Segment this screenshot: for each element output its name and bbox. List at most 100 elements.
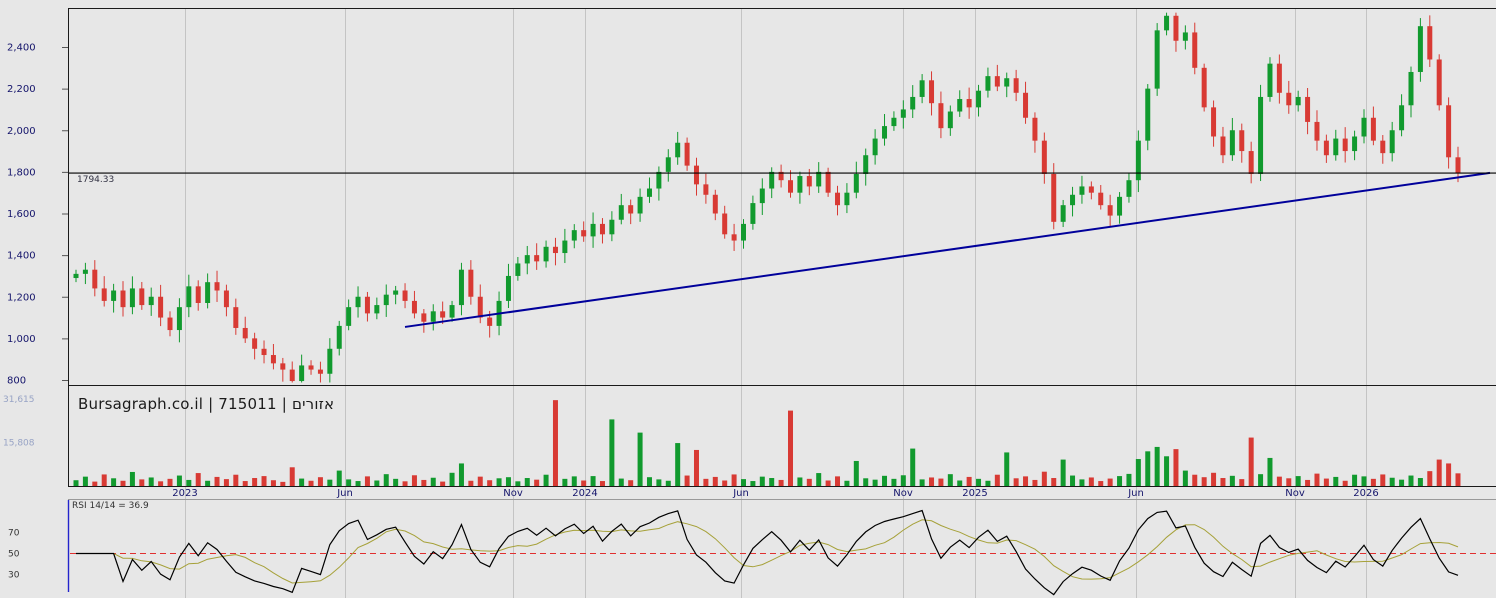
candle-body bbox=[740, 223, 746, 241]
candle-body bbox=[1107, 205, 1113, 216]
volume-bar bbox=[1145, 451, 1151, 486]
volume-bar bbox=[82, 476, 88, 486]
volume-bar bbox=[364, 476, 370, 486]
candle-body bbox=[759, 188, 765, 204]
candle-body bbox=[1192, 32, 1198, 68]
volume-bar bbox=[270, 480, 276, 486]
candle-body bbox=[919, 80, 925, 97]
volume-bar bbox=[252, 478, 258, 486]
volume-bar bbox=[985, 480, 991, 486]
volume-bar bbox=[299, 478, 305, 486]
volume-bar bbox=[1436, 459, 1442, 486]
candle-body bbox=[402, 290, 408, 301]
candle-body bbox=[1117, 196, 1123, 216]
candle-body bbox=[825, 171, 831, 193]
volume-bar bbox=[1267, 457, 1273, 486]
volume-bar bbox=[214, 476, 220, 486]
candle-body bbox=[317, 369, 323, 374]
date-tick-label: 2026 bbox=[1353, 488, 1378, 499]
candle-body bbox=[769, 171, 775, 189]
price-tick-label: 1,400 bbox=[7, 251, 36, 262]
volume-bar bbox=[505, 477, 511, 486]
volume-bar bbox=[158, 481, 164, 486]
rsi-tick-label: 30 bbox=[8, 571, 20, 581]
candle-body bbox=[1399, 105, 1405, 131]
candle-body bbox=[947, 111, 953, 129]
date-axis: 2023 Jun Nov 2024 Jun Nov 2025 Jun Nov 2026 bbox=[172, 488, 1378, 499]
candle-body bbox=[1323, 140, 1329, 156]
candle-body bbox=[148, 296, 154, 306]
candle-body bbox=[581, 230, 587, 237]
volume-bar bbox=[712, 476, 718, 486]
volume-bar bbox=[1323, 478, 1329, 486]
candle-body bbox=[111, 290, 117, 301]
volume-bar bbox=[73, 480, 79, 486]
candle-body bbox=[223, 290, 229, 308]
candle-body bbox=[675, 142, 681, 158]
volume-bar bbox=[129, 471, 135, 486]
volume-bar bbox=[1286, 478, 1292, 486]
candle-body bbox=[1258, 96, 1264, 174]
volume-bar bbox=[1342, 480, 1348, 486]
candle-body bbox=[214, 282, 220, 291]
volume-bar bbox=[825, 480, 831, 486]
candle-body bbox=[336, 325, 342, 349]
date-tick-label: 2025 bbox=[962, 488, 987, 499]
candle-body bbox=[637, 196, 643, 214]
volume-bar bbox=[1107, 478, 1113, 486]
volume-bar bbox=[1248, 437, 1254, 486]
volume-bar bbox=[562, 478, 568, 486]
date-tick-label: 2023 bbox=[172, 488, 197, 499]
volume-bar bbox=[402, 481, 408, 486]
candle-body bbox=[1314, 121, 1320, 141]
candle-body bbox=[120, 290, 126, 308]
candle-body bbox=[374, 305, 380, 314]
volume-bar bbox=[327, 479, 333, 486]
volume-bar bbox=[806, 478, 812, 486]
candle-body bbox=[806, 176, 812, 187]
candle-body bbox=[1220, 136, 1226, 156]
candle-body bbox=[393, 290, 399, 295]
volume-bar bbox=[139, 479, 145, 486]
candle-body bbox=[778, 171, 784, 181]
volume-bar bbox=[308, 480, 314, 486]
volume-bar bbox=[430, 477, 436, 486]
volume-bar bbox=[863, 478, 869, 486]
volume-bar bbox=[1041, 471, 1047, 486]
last-price-label: 1794.33 bbox=[77, 175, 115, 185]
candle-body bbox=[92, 269, 98, 289]
candle-body bbox=[1023, 92, 1029, 118]
volume-bar bbox=[910, 448, 916, 486]
candle-body bbox=[195, 286, 201, 303]
candle-body bbox=[609, 219, 615, 235]
volume-bar bbox=[1060, 459, 1066, 486]
volume-bar bbox=[646, 477, 652, 486]
candle-body bbox=[1389, 130, 1395, 154]
volume-bar bbox=[1389, 477, 1395, 486]
candle-body bbox=[844, 192, 850, 206]
price-tick-label: 1,000 bbox=[7, 334, 36, 345]
volume-bar bbox=[242, 481, 248, 486]
candle-body bbox=[364, 296, 370, 314]
date-tick-label: 2024 bbox=[572, 488, 597, 499]
volume-bar bbox=[609, 419, 615, 486]
rsi-signal-line bbox=[76, 519, 1459, 584]
date-tick-label: Jun bbox=[732, 488, 749, 499]
candle-body bbox=[1173, 15, 1179, 41]
volume-bar bbox=[1117, 476, 1123, 486]
price-tick-label: 1,800 bbox=[7, 167, 36, 178]
candle-body bbox=[684, 142, 690, 166]
volume-bar bbox=[769, 478, 775, 486]
volume-bar bbox=[1380, 474, 1386, 486]
volume-bar bbox=[665, 480, 671, 486]
volume-series bbox=[73, 400, 1461, 486]
volume-bar bbox=[487, 480, 493, 486]
rsi-indicator-label: RSI 14/14 = 36.9 bbox=[72, 501, 149, 511]
volume-bar bbox=[411, 475, 417, 486]
date-tick-label: Jun bbox=[336, 488, 353, 499]
volume-bar bbox=[1098, 481, 1104, 486]
candle-body bbox=[882, 126, 888, 139]
